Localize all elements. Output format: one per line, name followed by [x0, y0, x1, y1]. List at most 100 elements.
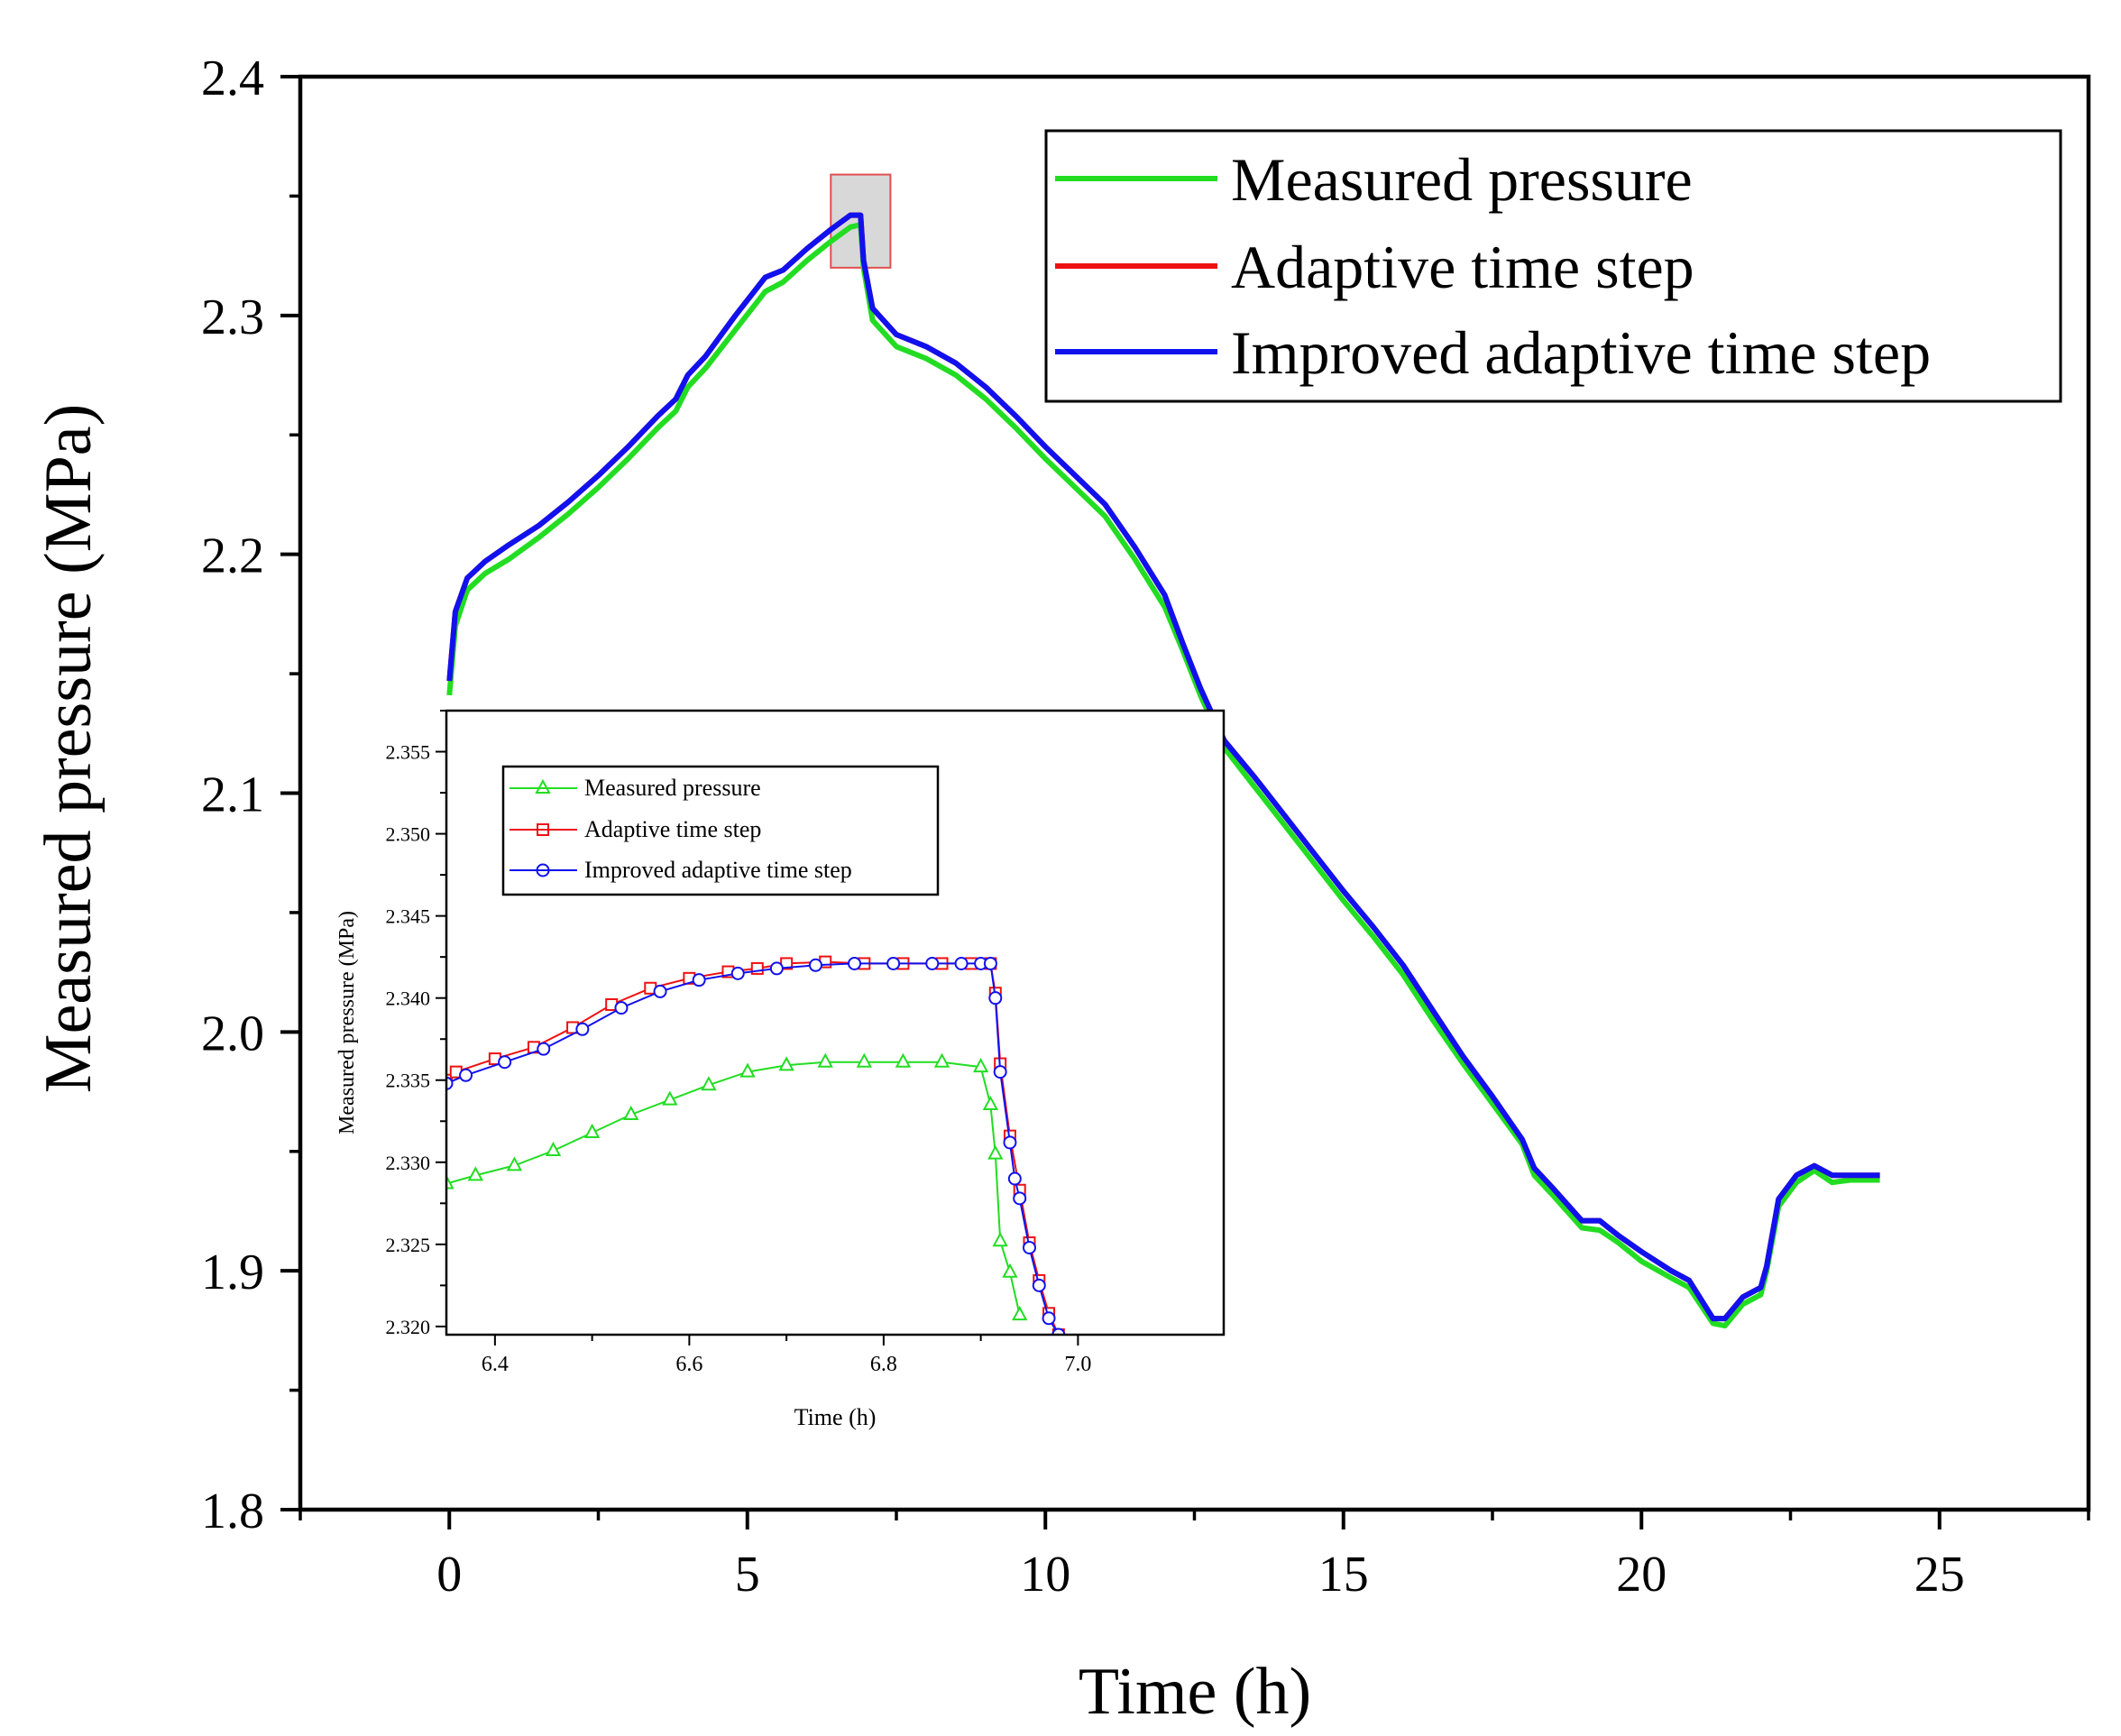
main-legend-label-adaptive: Adaptive time step [1231, 233, 1694, 301]
inset-line-measured-pressure [446, 1061, 1021, 1316]
inset-marker-circle [769, 961, 784, 976]
inset-marker-triangle [778, 1056, 794, 1071]
main-x-tick-label: 20 [1616, 1547, 1666, 1603]
inset-marker-triangle [972, 1058, 989, 1073]
main-series-lines [446, 212, 1880, 1329]
inset-marker-triangle [506, 1156, 523, 1171]
main-y-tick-label: 2.1 [201, 767, 264, 823]
inset-marker-circle [614, 1001, 629, 1015]
inset-y-tick-label: 2.330 [386, 1152, 431, 1174]
inset-marker-triangle [982, 1095, 999, 1111]
inset-x-tick-label: 6.4 [482, 1353, 509, 1376]
inset-y-tick-label: 2.350 [386, 823, 431, 846]
inset-legend-label-improved: Improved adaptive time step [584, 857, 852, 883]
inset-marker-triangle [662, 1090, 678, 1106]
inset-marker-circle [1013, 1191, 1027, 1206]
inset-marker-circle [1032, 1278, 1046, 1292]
main-y-tick-label: 1.8 [201, 1483, 264, 1539]
inset-marker-circle [446, 1076, 454, 1090]
inset-marker-triangle [583, 1123, 601, 1139]
main-line-measured-pressure [446, 222, 1880, 1329]
inset-marker-circle [993, 1065, 1007, 1079]
inset-y-tick-labels: 2.320 2.325 2.330 2.335 2.340 2.345 2.350 2.355 [386, 741, 431, 1338]
inset-series-lines [446, 955, 1066, 1335]
inset-marker-triangle [467, 1166, 483, 1181]
inset-marker-circle [653, 984, 667, 998]
inset-marker-circle [498, 1055, 512, 1070]
inset-x-tick-label: 7.0 [1064, 1353, 1091, 1376]
main-x-tick-labels: 0 5 10 15 20 25 [436, 1547, 1965, 1603]
inset-x-tick-label: 6.8 [870, 1353, 897, 1376]
inset-marker-circle [1003, 1135, 1017, 1150]
inset-marker-circle [848, 956, 862, 970]
inset-y-tick-label: 2.320 [386, 1316, 431, 1338]
inset-marker-circle [537, 1042, 551, 1056]
inset-marker-triangle [856, 1052, 872, 1068]
main-x-tick-label: 10 [1020, 1547, 1070, 1603]
inset-legend-marker-circle [536, 863, 550, 877]
inset-y-tick-label: 2.325 [386, 1234, 431, 1256]
main-y-axis-label: Measured pressure (MPa) [32, 404, 106, 1093]
inset-y-tick-label: 2.355 [386, 741, 431, 764]
main-legend-label-improved: Improved adaptive time step [1231, 318, 1931, 387]
inset-marker-circle [730, 966, 745, 980]
inset-x-axis-label: Time (h) [794, 1404, 877, 1430]
inset-y-tick-label: 2.345 [386, 905, 431, 928]
inset-y-tick-label: 2.335 [386, 1070, 431, 1092]
inset-marker-circle [954, 956, 969, 970]
main-plot-frame [298, 74, 2091, 1512]
main-legend-label-measured: Measured pressure [1231, 145, 1693, 214]
inset-marker-triangle [992, 1232, 1008, 1247]
inset-marker-triangle [933, 1052, 950, 1068]
inset-chart: 6.4 6.6 6.8 7.0 2.3202.3252.3302.3352.3402.… [335, 709, 1226, 1430]
main-y-tick-label: 1.9 [201, 1245, 264, 1300]
inset-marker-triangle [1012, 1306, 1028, 1321]
inset-plot-frame [445, 709, 1226, 1336]
inset-x-tick-labels: 6.4 6.6 6.8 7.0 [482, 1353, 1092, 1376]
inset-marker-circle [983, 956, 997, 970]
main-y-tick-labels: 1.8 1.9 2.0 2.1 2.2 2.3 2.4 [201, 51, 264, 1539]
inset-marker-circle [1023, 1240, 1036, 1254]
inset-marker-circle [1042, 1311, 1056, 1326]
inset-tick-marks [436, 710, 1079, 1346]
inset-marker-circle [459, 1068, 473, 1082]
inset-y-tick-label: 2.340 [386, 987, 431, 1010]
inset-y-axis-label: Measured pressure (MPa) [335, 911, 359, 1134]
inset-legend-marker-square [537, 823, 549, 836]
inset-marker-triangle [895, 1052, 912, 1068]
main-x-axis-label: Time (h) [1079, 1655, 1311, 1729]
main-x-tick-label: 5 [735, 1547, 760, 1603]
inset-marker-circle [1007, 1171, 1022, 1186]
inset-marker-circle [692, 973, 706, 987]
inset-marker-triangle [987, 1144, 1004, 1160]
main-y-tick-label: 2.0 [201, 1006, 264, 1061]
main-x-tick-label: 15 [1318, 1547, 1369, 1603]
inset-marker-triangle [545, 1141, 562, 1157]
main-legend: Measured pressure Adaptive time step Imp… [1044, 129, 2062, 403]
inset-legend-marker-triangle [535, 778, 551, 794]
inset-marker-triangle [623, 1105, 639, 1120]
inset-legend: Measured pressure Adaptive time step Imp… [501, 765, 940, 896]
inset-marker-circle [925, 956, 940, 970]
inset-marker-circle [1051, 1327, 1066, 1335]
inset-x-tick-label: 6.6 [675, 1353, 702, 1376]
inset-legend-label-adaptive: Adaptive time step [584, 816, 761, 842]
inset-marker-triangle [1002, 1263, 1018, 1278]
inset-marker-triangle [817, 1052, 833, 1068]
inset-marker-circle [808, 958, 822, 972]
inset-marker-circle [886, 956, 901, 970]
main-chart: 0 5 10 15 20 25 1.8 1.9 2.0 2.1 2.2 2.3 2.4 Time (h… [32, 51, 2091, 1729]
inset-legend-label-measured: Measured pressure [584, 775, 761, 801]
inset-marker-triangle [739, 1062, 756, 1078]
main-y-tick-label: 2.2 [201, 528, 264, 584]
main-y-tick-label: 2.4 [201, 51, 264, 106]
inset-marker-triangle [701, 1076, 717, 1091]
main-x-tick-label: 25 [1914, 1547, 1965, 1603]
main-line-improved-adaptive-time-step [446, 212, 1880, 1322]
inset-marker-circle [575, 1022, 590, 1036]
main-y-tick-label: 2.3 [201, 289, 264, 345]
main-x-tick-label: 0 [436, 1547, 462, 1603]
inset-marker-triangle [446, 1174, 454, 1189]
inset-marker-circle [988, 991, 1003, 1006]
